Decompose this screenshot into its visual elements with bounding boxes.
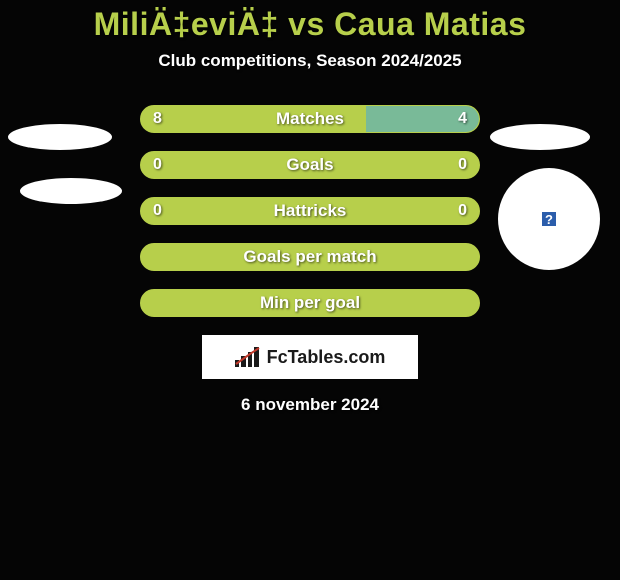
stat-row: Min per goal	[140, 289, 480, 317]
stat-label: Hattricks	[141, 201, 479, 221]
placeholder-ellipse	[490, 124, 590, 150]
bars-icon	[235, 347, 261, 367]
stat-row: Hattricks0 0	[140, 197, 480, 225]
subtitle: Club competitions, Season 2024/2025	[0, 51, 620, 71]
stat-value-left: 0	[153, 202, 162, 220]
stat-row: Goals per match	[140, 243, 480, 271]
site-logo: FcTables.com	[202, 335, 418, 379]
stat-value-right: 0	[458, 202, 467, 220]
stat-label: Goals	[141, 155, 479, 175]
stat-value-left: 0	[153, 156, 162, 174]
page-title: MiliÄ‡eviÄ‡ vs Caua Matias	[0, 0, 620, 43]
placeholder-circle: ?	[498, 168, 600, 270]
stat-rows: Matches84Goals00Hattricks00Goals per mat…	[140, 105, 480, 317]
date-line: 6 november 2024	[0, 395, 620, 415]
placeholder-ellipse	[8, 124, 112, 150]
stat-row: Matches8 4	[140, 105, 480, 133]
question-icon: ?	[542, 212, 556, 226]
stat-value-right: 0	[458, 156, 467, 174]
stat-label: Goals per match	[141, 247, 479, 267]
stat-value-left: 8	[153, 110, 162, 128]
stat-row: Goals0 0	[140, 151, 480, 179]
placeholder-ellipse	[20, 178, 122, 204]
stat-value-right: 4	[458, 110, 467, 128]
stat-label: Min per goal	[141, 293, 479, 313]
stat-label: Matches	[141, 109, 479, 129]
logo-text: FcTables.com	[267, 347, 386, 368]
